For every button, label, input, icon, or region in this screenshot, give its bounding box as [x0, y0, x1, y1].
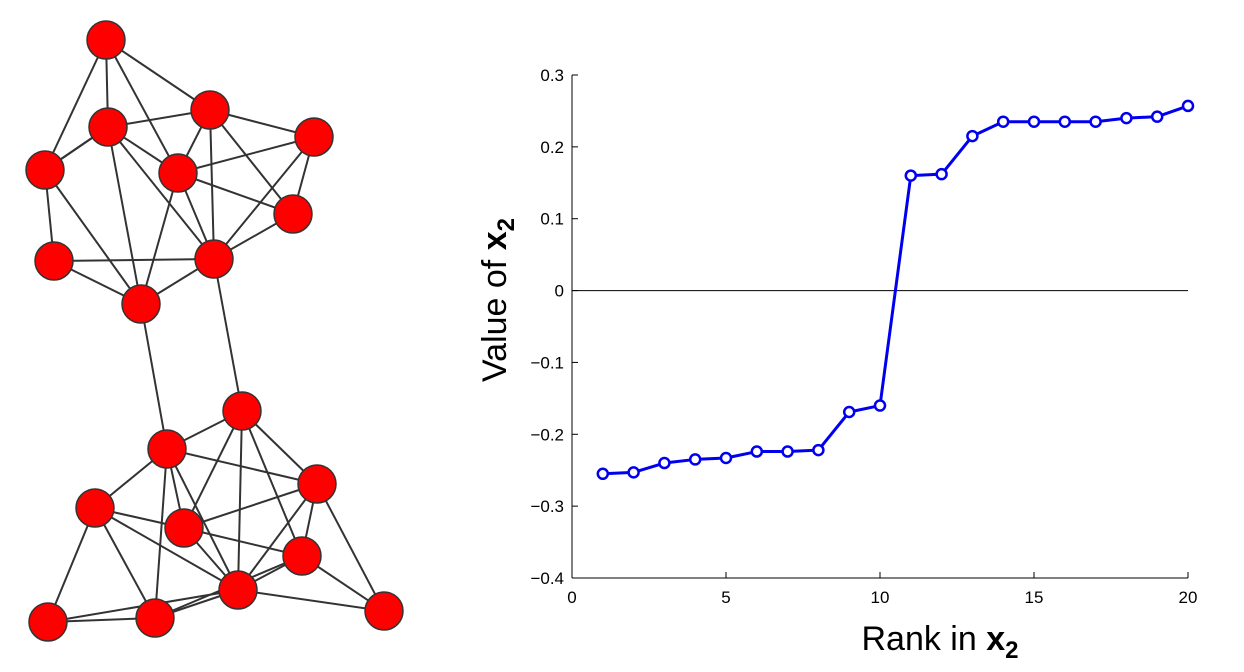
data-point	[750, 445, 764, 458]
data-point	[996, 115, 1010, 128]
graph-edge	[241, 410, 303, 557]
graph-node	[75, 488, 115, 528]
graph-node	[273, 194, 313, 234]
data-point	[658, 456, 671, 470]
graph-edge	[44, 39, 107, 171]
graph-edge	[47, 507, 96, 623]
graph-edge	[237, 483, 318, 591]
x-tick-label: 5	[721, 588, 730, 607]
graph-edge	[105, 39, 179, 174]
graph-edge	[105, 39, 211, 111]
data-point	[627, 466, 640, 479]
graph-node	[194, 239, 234, 279]
y-axis-title: Value of x2	[476, 218, 520, 382]
data-point	[842, 405, 856, 419]
data-point	[812, 443, 825, 457]
graph-node	[297, 464, 337, 504]
graph-edge	[316, 483, 385, 612]
series-line	[602, 104, 1189, 476]
data-point	[1027, 115, 1041, 128]
graph-edge	[94, 507, 156, 619]
x-axis-title: Rank in x2	[861, 620, 1018, 664]
graph-node	[164, 508, 204, 548]
graph-edge	[213, 258, 243, 412]
data-point	[781, 445, 794, 458]
x-tick-label: 15	[1025, 588, 1044, 607]
graph-node	[364, 591, 404, 631]
graph-edge	[183, 483, 318, 529]
graph-node	[135, 598, 175, 638]
graph-edge	[44, 169, 142, 305]
y-tick-label: −0.4	[530, 569, 564, 588]
data-point	[873, 399, 887, 412]
series-lines	[602, 104, 1189, 476]
y-ticks: −0.4 −0.3 −0.2 −0.1 0 0.1 0.2 0.3	[530, 66, 578, 588]
data-point	[966, 129, 979, 143]
graph-node	[121, 284, 161, 324]
y-tick-label: 0.2	[540, 138, 564, 157]
graph-node	[222, 391, 262, 431]
graph-edge	[107, 126, 215, 260]
y-tick-label: 0.1	[540, 210, 564, 229]
data-point	[1181, 99, 1195, 113]
graph-node	[218, 570, 258, 610]
graph-edge	[183, 410, 243, 529]
graph-node	[158, 153, 198, 193]
data-point	[719, 451, 733, 465]
data-point	[596, 467, 610, 481]
graph-edge	[183, 527, 303, 557]
graph-edge	[53, 258, 215, 262]
graph-edge	[140, 172, 179, 305]
data-point	[688, 453, 702, 466]
graph-edge	[94, 507, 239, 591]
graph-edge	[166, 448, 239, 591]
graph-node	[190, 90, 230, 130]
graph-node	[86, 20, 126, 60]
line-chart: 0 5 10 15 20 −0.4 −0.3 −0.2 −0.1 0 0.1 0.2 0.3 Rank…	[476, 66, 1197, 664]
graph-node	[282, 536, 322, 576]
data-point	[904, 169, 918, 182]
graph-edge	[213, 136, 315, 260]
graph-node	[25, 150, 65, 190]
data-point	[1058, 115, 1072, 128]
graph-edge	[237, 410, 243, 591]
chart-axes	[571, 75, 1188, 579]
series-points	[596, 99, 1195, 481]
graph-edge	[177, 172, 294, 215]
graph-node	[294, 117, 334, 157]
graph-edge	[209, 109, 294, 215]
y-tick-label: −0.1	[530, 353, 564, 372]
network-graph	[25, 20, 404, 642]
graph-nodes	[25, 20, 404, 642]
graph-node	[28, 602, 68, 642]
y-tick-label: 0.3	[540, 66, 564, 85]
x-tick-label: 10	[871, 588, 890, 607]
data-point	[935, 167, 948, 181]
data-point	[1120, 111, 1133, 125]
graph-node	[88, 107, 128, 147]
y-tick-label: −0.2	[530, 425, 564, 444]
x-ticks: 0 5 10 15 20	[567, 572, 1197, 607]
graph-edge	[177, 136, 315, 174]
x-tick-label: 20	[1179, 588, 1198, 607]
graph-node	[147, 429, 187, 469]
y-tick-label: 0	[555, 282, 564, 301]
graph-edge	[140, 303, 168, 450]
graph-edge	[237, 589, 385, 612]
graph-edge	[166, 448, 318, 485]
graph-edge	[154, 448, 168, 619]
data-point	[1089, 115, 1102, 128]
x-tick-label: 0	[567, 588, 576, 607]
y-tick-label: −0.3	[530, 497, 564, 516]
graph-edge	[107, 126, 142, 305]
data-point	[1150, 110, 1164, 123]
graph-node	[34, 241, 74, 281]
